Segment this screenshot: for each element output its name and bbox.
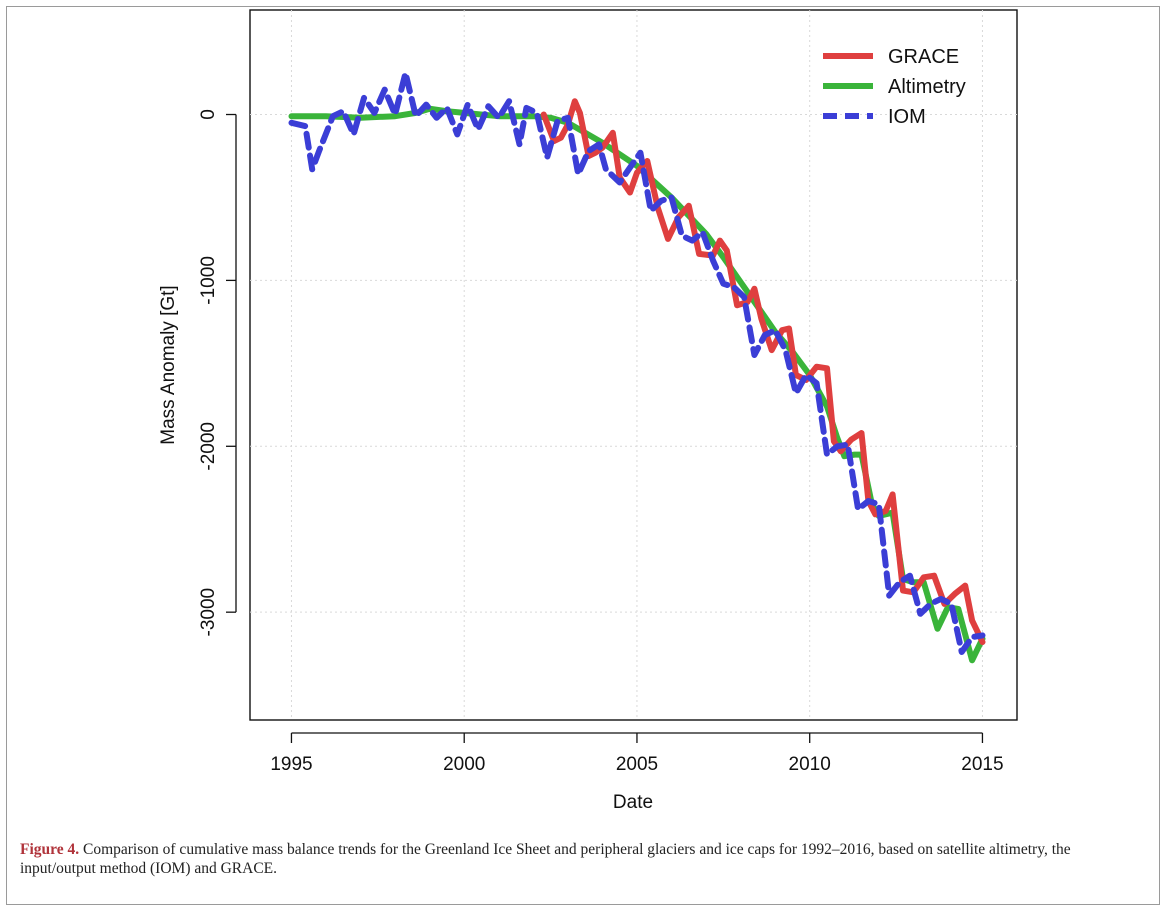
y-axis-label: Mass Anomaly [Gt] [158, 285, 179, 444]
grid [250, 10, 1017, 720]
series-line-iom [288, 70, 986, 655]
axes: 1995 2000 2005 2010 2015 0 -1000 -2000 -3000 [198, 109, 1004, 775]
x-tick-label: 2000 [443, 754, 485, 775]
figure-caption: Figure 4. Comparison of cumulative mass … [20, 840, 1140, 878]
series-line-grace [540, 98, 986, 645]
x-tick-label: 2015 [961, 754, 1003, 775]
x-tick-label: 2005 [616, 754, 658, 775]
figure-label: Figure 4. [20, 841, 80, 858]
series-lines [288, 70, 986, 664]
x-tick-label: 2010 [789, 754, 831, 775]
figure-frame [6, 6, 1160, 905]
legend-label-grace: GRACE [888, 46, 959, 68]
y-tick-label: -2000 [198, 422, 219, 471]
y-tick-label: -3000 [198, 588, 219, 637]
legend-label-altimetry: Altimetry [888, 76, 966, 98]
x-axis-label: Date [613, 792, 653, 813]
caption-text: Comparison of cumulative mass balance tr… [20, 841, 1071, 877]
legend: GRACE Altimetry IOM [823, 46, 966, 128]
x-tick-label: 1995 [270, 754, 312, 775]
legend-label-iom: IOM [888, 106, 926, 128]
mass-anomaly-chart: 1995 2000 2005 2010 2015 0 -1000 -2000 -3000 GRA… [158, 9, 1018, 813]
y-tick-label: -1000 [198, 256, 219, 305]
y-tick-label: 0 [198, 109, 219, 120]
plot-area [249, 9, 1018, 721]
